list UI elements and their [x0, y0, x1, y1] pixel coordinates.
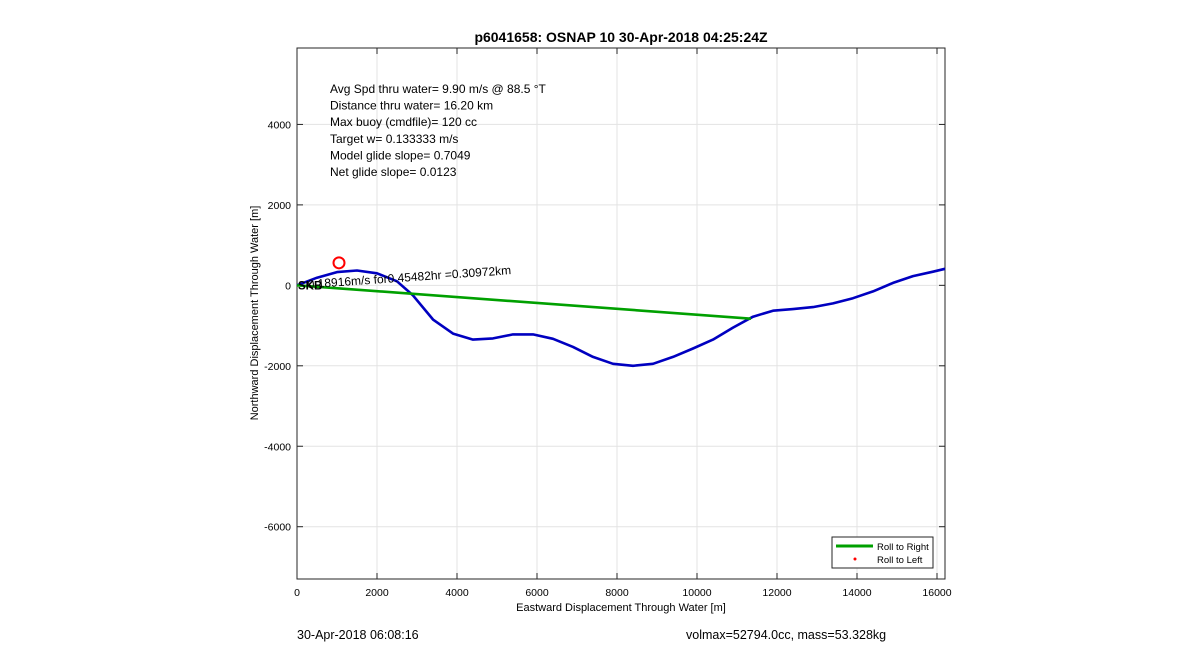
y-axis-label: Northward Displacement Through Water [m]: [249, 206, 261, 421]
x-axis-label: Eastward Displacement Through Water [m]: [516, 602, 726, 614]
x-tick-label: 12000: [762, 587, 791, 599]
plot-area-frame: [296, 47, 946, 580]
stats-annotation-line: Target w= 0.133333 m/s: [330, 132, 458, 146]
legend-roll-right-label: Roll to Right: [877, 542, 929, 553]
y-tick-label: -4000: [264, 441, 291, 453]
x-tick-label: 0: [294, 587, 300, 599]
annotations: Avg Spd thru water= 9.90 m/s @ 88.5 °T Di…: [298, 82, 547, 292]
stats-annotation-line: Net glide slope= 0.0123: [330, 165, 457, 179]
series-line-roll-to-right: [296, 284, 752, 320]
x-tick-label: 2000: [365, 587, 389, 599]
x-tick-label: 16000: [922, 587, 951, 599]
stats-annotation-line: Distance thru water= 16.20 km: [330, 99, 493, 113]
legend-roll-left-swatch: [853, 557, 857, 561]
y-tick-label: 2000: [268, 200, 292, 212]
x-tick-label: 10000: [682, 587, 711, 599]
current-position-marker: [332, 256, 346, 270]
footer-volmax-mass: volmax=52794.0cc, mass=53.328kg: [686, 628, 887, 642]
chart-title: p6041658: OSNAP 10 30-Apr-2018 04:25:24Z: [474, 29, 768, 45]
y-tick-label: 4000: [268, 119, 292, 131]
footer-timestamp: 30-Apr-2018 06:08:16: [297, 628, 419, 642]
overlap-label: SKB: [298, 280, 322, 292]
axis-ticks: 0 2000 4000 6000 8000 10000 12000 14000 16000 -60…: [264, 48, 952, 599]
y-tick-label: -6000: [264, 522, 291, 534]
legend-box: [831, 536, 934, 569]
series-layer: [296, 256, 946, 368]
legend: Roll to Right Roll to Left: [831, 536, 934, 569]
stats-annotation-line: Max buoy (cmdfile)= 120 cc: [330, 115, 477, 129]
y-tick-label: 0: [285, 280, 291, 292]
series-line-displacement: [296, 267, 946, 368]
legend-roll-left-label: Roll to Left: [877, 555, 923, 566]
x-tick-label: 6000: [525, 587, 549, 599]
stats-annotation-line: Avg Spd thru water= 9.90 m/s @ 88.5 °T: [330, 82, 547, 96]
x-tick-label: 4000: [445, 587, 469, 599]
stats-annotation-line: Model glide slope= 0.7049: [330, 148, 471, 162]
y-tick-label: -2000: [264, 361, 291, 373]
x-tick-label: 8000: [605, 587, 629, 599]
x-tick-label: 14000: [842, 587, 871, 599]
